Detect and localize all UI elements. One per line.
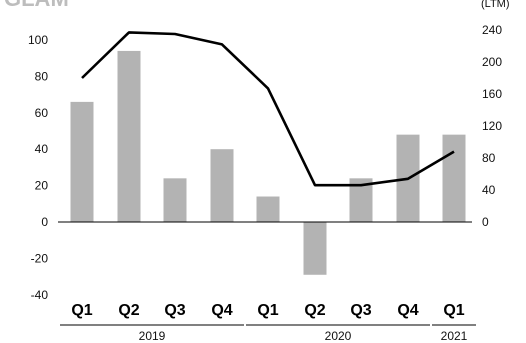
left-tick-label: 0 [41, 215, 48, 229]
bars [70, 50, 466, 275]
right-tick-label: 200 [482, 55, 502, 69]
left-tick-label: 40 [35, 142, 49, 156]
right-tick-label: 120 [482, 119, 502, 133]
left-tick-label: 20 [35, 179, 49, 193]
bar [163, 178, 187, 222]
quarter-label: Q2 [304, 302, 325, 319]
left-tick-label: 60 [35, 106, 49, 120]
quarter-label: Q4 [211, 302, 232, 319]
bar [117, 50, 141, 222]
left-tick-label: -40 [31, 288, 49, 302]
ltm-line-path [81, 31, 455, 187]
right-axis: (LTM) 0 40 80 120 160 200 240 [481, 0, 510, 229]
right-axis-label: (LTM) [481, 0, 510, 10]
chart-title-fragment: GLAM [4, 0, 69, 11]
right-tick-label: 240 [482, 23, 502, 37]
year-label: 2020 [325, 329, 352, 343]
chart-title-fragment-text: GLAM [4, 0, 69, 11]
quarter-label: Q1 [443, 302, 464, 319]
left-tick-label: 80 [35, 69, 49, 83]
left-axis: -40 -20 0 20 40 60 80 100 [28, 33, 48, 302]
bar [256, 196, 280, 222]
quarter-label: Q4 [397, 302, 418, 319]
left-tick-label: 100 [28, 33, 48, 47]
right-tick-label: 0 [482, 215, 489, 229]
year-label: 2019 [139, 329, 166, 343]
quarter-label: Q3 [164, 302, 185, 319]
quarter-label: Q2 [118, 302, 139, 319]
right-tick-label: 160 [482, 87, 502, 101]
quarter-label: Q3 [350, 302, 371, 319]
bar [70, 101, 94, 222]
category-labels: Q1 Q2 Q3 Q4 Q1 Q2 Q3 Q4 Q1 [71, 302, 464, 319]
quarter-label: Q1 [71, 302, 92, 319]
bar [349, 178, 373, 222]
bar [210, 149, 234, 222]
right-tick-label: 80 [482, 151, 496, 165]
bar [442, 134, 466, 222]
bar [303, 222, 327, 275]
year-labels: 2019 2020 2021 [60, 324, 476, 343]
right-tick-label: 40 [482, 183, 496, 197]
year-label: 2021 [441, 329, 468, 343]
quarter-label: Q1 [257, 302, 278, 319]
left-tick-label: -20 [31, 251, 49, 265]
ltm-line [81, 31, 455, 187]
